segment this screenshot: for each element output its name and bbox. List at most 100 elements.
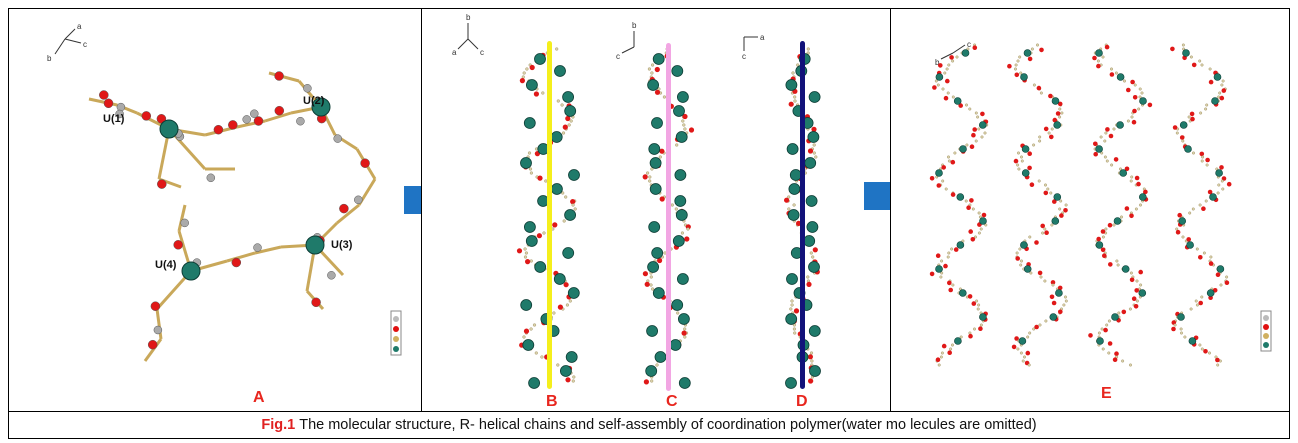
oxygen-atom <box>1034 240 1039 245</box>
uranium-atom <box>1049 313 1058 321</box>
uranium-atom <box>979 313 987 321</box>
chain-atom <box>1118 167 1122 171</box>
uranium-atom <box>645 365 658 377</box>
chain-atom <box>1130 115 1134 119</box>
oxygen-atom <box>274 71 284 81</box>
uranium-atom <box>808 325 821 337</box>
chain-atom <box>1208 351 1212 355</box>
chain-atom <box>663 251 667 255</box>
chain-atom <box>1058 207 1062 211</box>
oxygen-atom <box>1102 253 1107 258</box>
chain-atom <box>1216 191 1220 195</box>
chain-atom <box>568 299 572 303</box>
chain-atom <box>977 127 981 131</box>
oxygen-atom <box>1198 255 1203 260</box>
chain-atom <box>1114 71 1118 75</box>
chain-atom <box>812 143 816 147</box>
oxygen-atom <box>213 124 224 135</box>
oxygen-atom <box>274 105 285 116</box>
svg-text:c: c <box>742 52 746 61</box>
chain-atom <box>1204 199 1208 203</box>
chain-atom <box>1200 63 1204 67</box>
chain-atom <box>1038 135 1042 139</box>
carbon-atom <box>180 218 189 228</box>
chain-atom <box>1038 139 1042 143</box>
chain-atom <box>1138 87 1142 91</box>
chain-atom <box>658 155 662 159</box>
oxygen-atom <box>523 328 530 334</box>
oxygen-atom <box>969 144 975 149</box>
uranium-atom <box>1021 169 1030 177</box>
chain-atom <box>937 363 941 367</box>
chain-atom <box>565 303 569 307</box>
uranium-atom <box>553 273 566 285</box>
oxygen-atom <box>1014 336 1019 341</box>
chain-atom <box>1181 235 1185 239</box>
uranium-atom <box>804 157 817 169</box>
chain-atom <box>1130 175 1134 179</box>
chain-atom <box>950 247 954 251</box>
oxygen-atom <box>1037 270 1043 276</box>
chain-atom <box>1060 111 1064 115</box>
uranium-atom <box>788 183 801 195</box>
chain-atom <box>1022 355 1026 359</box>
bond <box>226 251 256 263</box>
chain-atom <box>1112 223 1116 227</box>
uranium-atom <box>785 377 797 389</box>
chain-atom <box>939 355 943 359</box>
oxygen-atom <box>1171 326 1176 332</box>
chain-atom <box>941 87 945 91</box>
bond <box>268 71 300 83</box>
chain-atom <box>650 71 654 75</box>
oxygen-atom <box>971 132 976 138</box>
oxygen-atom <box>1133 304 1139 309</box>
chain-atom <box>1225 275 1229 279</box>
chain-atom <box>947 251 951 255</box>
oxygen-atom <box>1208 79 1214 85</box>
chain-atom <box>681 119 685 123</box>
chain-atom <box>1028 331 1032 335</box>
oxygen-atom <box>339 203 349 214</box>
chain-atom <box>1038 323 1042 327</box>
uranium-atom <box>1179 121 1188 129</box>
chain-atom <box>1117 311 1121 315</box>
carbon-atom <box>296 116 305 126</box>
oxygen-atom <box>1027 56 1033 62</box>
oxygen-atom <box>1215 272 1221 278</box>
oxygen-atom <box>654 89 661 95</box>
oxygen-atom <box>784 197 790 203</box>
oxygen-atom <box>935 357 941 363</box>
oxygen-atom <box>684 236 690 242</box>
chain-atom <box>792 203 796 207</box>
uranium-atom <box>789 169 802 181</box>
atom-label-u2: U(2) <box>303 95 325 107</box>
uranium-atom <box>954 337 962 345</box>
chain-atom <box>941 179 945 183</box>
chain-atom <box>1032 327 1036 331</box>
chain-atom <box>1050 223 1054 227</box>
uranium-atom <box>1021 145 1030 153</box>
chain-atom <box>809 351 814 355</box>
chain-atom <box>1129 179 1133 183</box>
oxygen-atom <box>1208 261 1214 266</box>
chain-atom <box>556 363 560 367</box>
chain-atom <box>674 207 678 211</box>
oxygen-atom <box>1175 229 1181 235</box>
chain-atom <box>1039 91 1043 95</box>
uranium-atom <box>1215 169 1223 177</box>
chain-atom <box>1014 63 1018 67</box>
chain-atom <box>1204 107 1208 111</box>
chain-atom <box>1139 283 1143 287</box>
chain-atom <box>650 167 654 171</box>
oxygen-atom <box>968 333 973 339</box>
chain-atom <box>1219 283 1223 287</box>
uranium-atom <box>1051 97 1060 105</box>
oxygen-atom <box>967 294 973 299</box>
uranium-atom <box>1139 97 1147 105</box>
chain-atom <box>1140 91 1144 95</box>
carbon-atom <box>303 84 312 93</box>
chain-atom <box>1200 159 1204 163</box>
chain-atom <box>1116 263 1120 267</box>
uranium-atom <box>671 65 684 77</box>
oxygen-atom <box>565 115 571 122</box>
